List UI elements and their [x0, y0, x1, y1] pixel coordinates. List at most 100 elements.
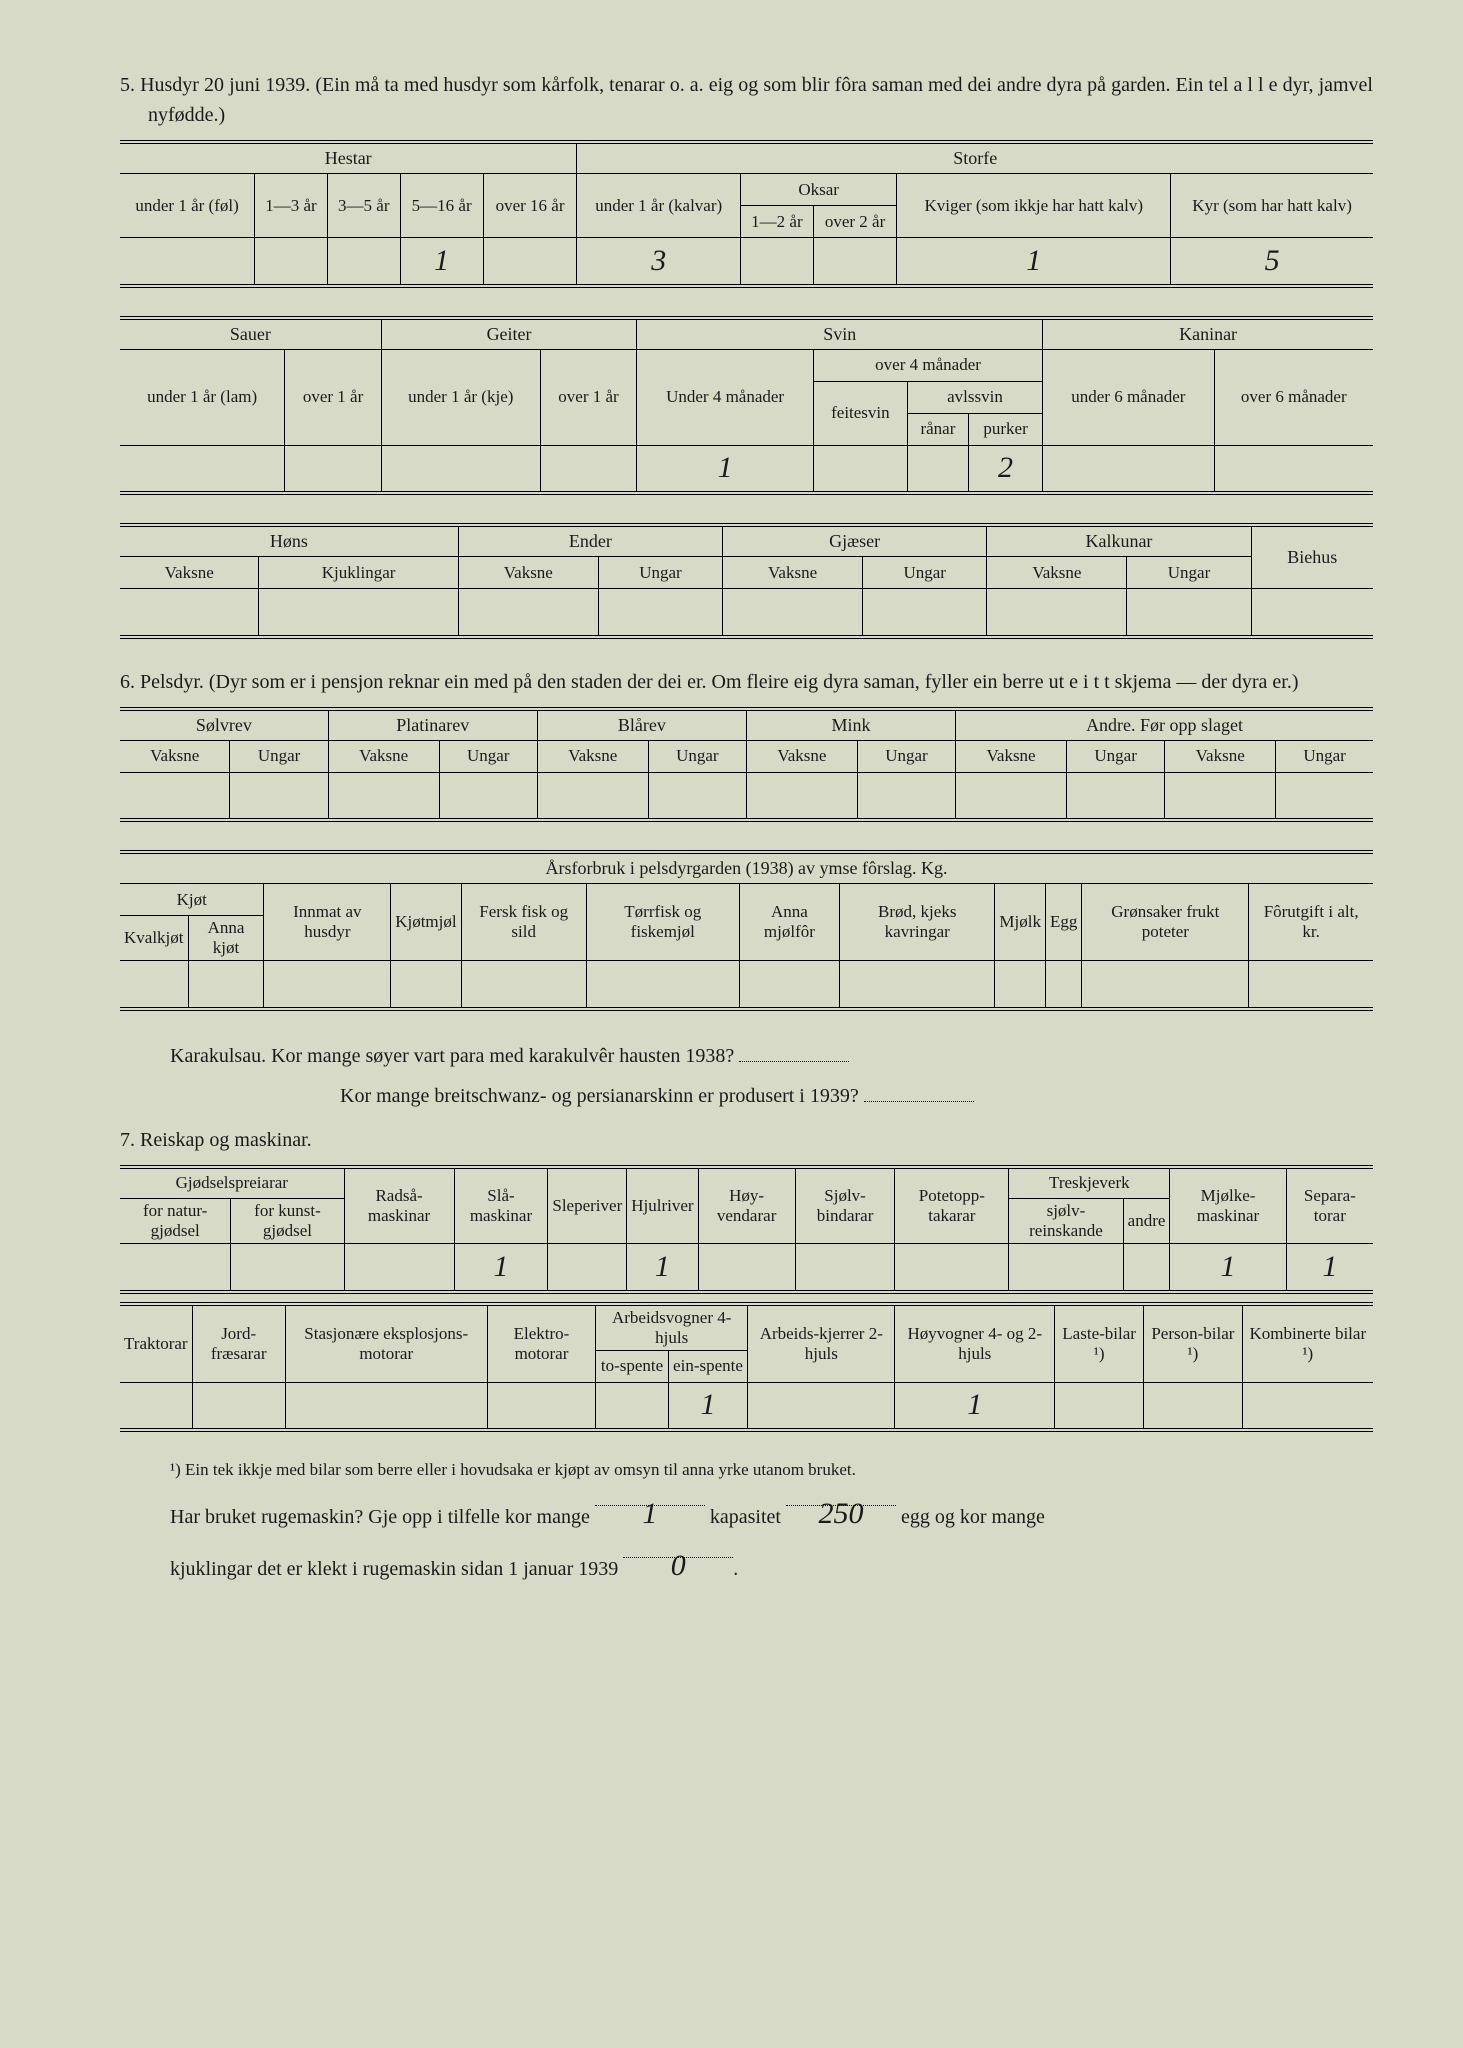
col: Kvalkjøt [120, 916, 188, 961]
col-oksar-0: 1—2 år [741, 206, 814, 238]
col-svin-under4: Under 4 månader [637, 349, 814, 445]
table-reiskap-1: Gjødselspreiarar Radså-maskinar Slå-mask… [120, 1165, 1373, 1294]
cell [264, 961, 391, 1009]
group-platinarev: Platinarev [328, 709, 537, 741]
col-kyr: Kyr (som har hatt kalv) [1171, 174, 1373, 238]
col: Radså-maskinar [344, 1167, 454, 1244]
cell [1123, 1244, 1170, 1292]
col: Vaksne [987, 557, 1127, 589]
cell [863, 589, 987, 637]
cell [1009, 1244, 1123, 1292]
col-hestar-1: 1—3 år [255, 174, 328, 238]
col-feitesvin: feitesvin [813, 381, 907, 445]
cell [857, 772, 955, 820]
cell [548, 1244, 627, 1292]
cell [120, 961, 188, 1009]
cell [483, 238, 577, 286]
col: Vaksne [537, 740, 648, 772]
col: Vaksne [1165, 740, 1276, 772]
col: Stasjonære eksplosjons-motorar [285, 1304, 487, 1383]
col: Vaksne [458, 557, 598, 589]
blank [864, 1084, 974, 1102]
cell [458, 589, 598, 637]
col: Person-bilar ¹) [1144, 1304, 1243, 1383]
cell: 3 [577, 238, 741, 286]
cell: 1 [400, 238, 483, 286]
cell [231, 1244, 344, 1292]
rugemaskin-line1: Har bruket rugemaskin? Gje opp i tilfell… [120, 1488, 1373, 1534]
col: Separa-torar [1286, 1167, 1373, 1244]
col: sjølv-reinskande [1009, 1199, 1123, 1244]
blank: 250 [786, 1488, 896, 1506]
col-hestar-0: under 1 år (føl) [120, 174, 255, 238]
col: andre [1123, 1199, 1170, 1244]
text: egg og kor mange [901, 1506, 1045, 1528]
cell [741, 238, 814, 286]
col: Grønsaker frukt poteter [1082, 884, 1249, 961]
cell: 2 [968, 445, 1042, 493]
col: Fôrutgift i alt, kr. [1249, 884, 1373, 961]
cell [586, 961, 739, 1009]
group-geiter: Geiter [381, 318, 636, 350]
col: Vaksne [746, 740, 857, 772]
rugemaskin-line2: kjuklingar det er klekt i rugemaskin sid… [120, 1540, 1373, 1586]
col: Vaksne [723, 557, 863, 589]
col-geiter-0: under 1 år (kje) [381, 349, 540, 445]
col: for natur-gjødsel [120, 1199, 231, 1244]
cell: 1 [627, 1244, 698, 1292]
section6-heading: 6. Pelsdyr. (Dyr som er i pensjon reknar… [120, 667, 1373, 697]
cell [596, 1382, 669, 1430]
col: Tørrfisk og fiskemjøl [586, 884, 739, 961]
cell [120, 445, 285, 493]
col-treskje: Treskjeverk [1009, 1167, 1170, 1199]
col: Ungar [857, 740, 955, 772]
col: Ungar [1127, 557, 1251, 589]
col: Ungar [230, 740, 328, 772]
col: Anna mjølfôr [739, 884, 839, 961]
col: Vaksne [956, 740, 1067, 772]
col: Ungar [1067, 740, 1165, 772]
cell [1127, 589, 1251, 637]
col: Mjølke-maskinar [1170, 1167, 1286, 1244]
col: Brød, kjeks kavringar [840, 884, 995, 961]
cell [230, 772, 328, 820]
cell [956, 772, 1067, 820]
cell [120, 238, 255, 286]
col: Fersk fisk og sild [461, 884, 586, 961]
cell [813, 445, 907, 493]
cell [1067, 772, 1165, 820]
cell [1214, 445, 1373, 493]
cell [1242, 1382, 1373, 1430]
col-biehus: Biehus [1251, 525, 1373, 589]
group-mink: Mink [746, 709, 955, 741]
blank: 0 [623, 1540, 733, 1558]
cell [120, 1244, 231, 1292]
col: Traktorar [120, 1304, 192, 1383]
text: kapasitet [710, 1506, 781, 1528]
cell [1249, 961, 1373, 1009]
cell [723, 589, 863, 637]
cell [698, 1244, 795, 1292]
value: 250 [811, 1488, 871, 1539]
cell [120, 1382, 192, 1430]
cell [1082, 961, 1249, 1009]
group-ender: Ender [458, 525, 722, 557]
cell: 1 [454, 1244, 548, 1292]
col-sauer-0: under 1 år (lam) [120, 349, 285, 445]
col: Høyvogner 4- og 2-hjuls [895, 1304, 1055, 1383]
col-kviger: Kviger (som ikkje har hatt kalv) [897, 174, 1171, 238]
col: Elektro-motorar [487, 1304, 596, 1383]
cell [327, 238, 400, 286]
cell [748, 1382, 895, 1430]
col: Sleperiver [548, 1167, 627, 1244]
cell [1165, 772, 1276, 820]
cell [1055, 1382, 1144, 1430]
col-hestar-2: 3—5 år [327, 174, 400, 238]
col: Vaksne [120, 740, 230, 772]
cell [120, 772, 230, 820]
text: Kor mange breitschwanz- og persianarskin… [340, 1085, 859, 1107]
col: Ungar [598, 557, 722, 589]
col-kjot: Kjøt [120, 884, 264, 916]
group-andre: Andre. Før opp slaget [956, 709, 1373, 741]
col: Egg [1045, 884, 1081, 961]
